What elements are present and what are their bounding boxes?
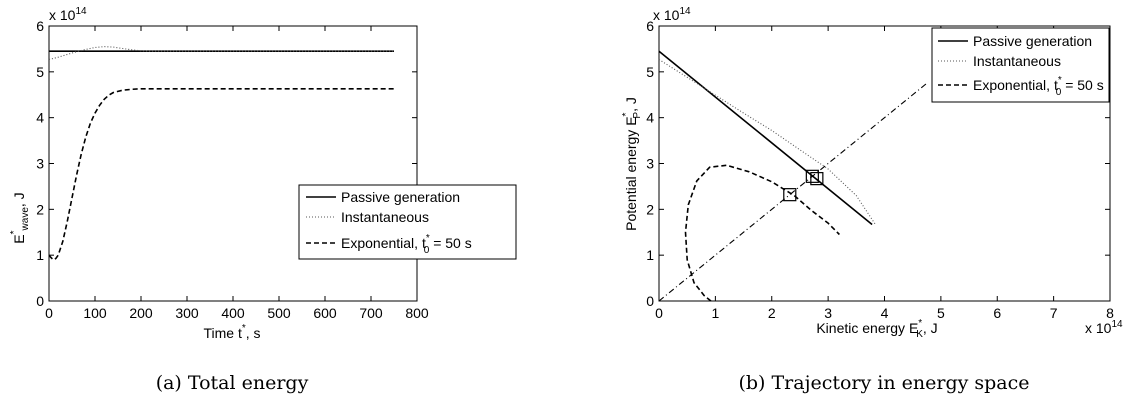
x-tick-label: 100 bbox=[83, 305, 107, 321]
x-tick-label: 6 bbox=[993, 305, 1001, 321]
y-tick-label: 4 bbox=[36, 110, 44, 126]
x-tick-label: 600 bbox=[313, 305, 337, 321]
y-tick-label: 6 bbox=[646, 18, 654, 34]
y-tick-label: 1 bbox=[36, 247, 44, 263]
y-axis-multiplier: x 1014 bbox=[49, 6, 87, 23]
legend-label-exponential: Exponential, t* 0 = 50 s bbox=[973, 75, 1104, 98]
plot-area bbox=[48, 25, 418, 302]
legend: Passive generation Instantaneous Exponen… bbox=[931, 27, 1110, 103]
x-tick-label: 0 bbox=[655, 305, 663, 321]
x-tick-label: 1 bbox=[711, 305, 719, 321]
y-tick-label: 2 bbox=[646, 201, 654, 217]
x-tick-label: 0 bbox=[45, 305, 53, 321]
x-tick-label: 5 bbox=[937, 305, 945, 321]
y-tick-label: 3 bbox=[646, 156, 654, 172]
x-tick-label: 800 bbox=[405, 305, 429, 321]
caption-b: (b) Trajectory in energy space bbox=[738, 372, 1029, 394]
caption-a: (a) Total energy bbox=[156, 372, 309, 394]
y-tick-label: 0 bbox=[36, 293, 44, 309]
energy-space-chart: 0 1 2 3 4 5 6 0 1 2 3 4 5 6 7 8 x 1014 x 1014 Kinetic … bbox=[621, 6, 1123, 394]
legend-label-passive: Passive generation bbox=[973, 33, 1092, 49]
legend-label-exponential: Exponential, t* 0 = 50 s bbox=[341, 233, 472, 256]
x-axis-multiplier: x 1014 bbox=[1085, 319, 1123, 336]
x-tick-label: 2 bbox=[768, 305, 776, 321]
y-axis-label: E*wave, J bbox=[9, 192, 31, 243]
total-energy-chart: 0 1 2 3 4 5 6 0 100 200 300 400 500 600 700 800 x 1014… bbox=[9, 6, 517, 394]
y-tick-label: 2 bbox=[36, 201, 44, 217]
series-line-solid bbox=[658, 50, 873, 226]
y-tick-label: 4 bbox=[646, 110, 654, 126]
marker-square bbox=[783, 188, 797, 202]
x-tick-label: 700 bbox=[359, 305, 383, 321]
x-tick-label: 7 bbox=[1050, 305, 1058, 321]
y-tick-label: 6 bbox=[36, 18, 44, 34]
x-tick-label: 8 bbox=[1106, 305, 1114, 321]
y-axis-multiplier: x 1014 bbox=[653, 6, 691, 23]
legend: Passive generation Instantaneous Exponen… bbox=[298, 184, 517, 260]
series-line-dashed bbox=[48, 88, 394, 261]
x-tick-label: 300 bbox=[175, 305, 199, 321]
y-tick-label: 1 bbox=[646, 247, 654, 263]
x-axis-label: Time t*, s bbox=[203, 323, 260, 341]
legend-label-instantaneous: Instantaneous bbox=[341, 209, 429, 225]
x-axis-label: Kinetic energy E* K, J bbox=[816, 318, 937, 340]
x-tick-label: 3 bbox=[824, 305, 832, 321]
legend-label-passive: Passive generation bbox=[341, 189, 460, 205]
x-tick-label: 200 bbox=[129, 305, 153, 321]
data-series bbox=[658, 50, 928, 302]
legend-label-instantaneous: Instantaneous bbox=[973, 53, 1061, 69]
series-line-dashdot bbox=[658, 82, 928, 302]
y-tick-label: 5 bbox=[36, 64, 44, 80]
marker-square bbox=[810, 172, 824, 186]
x-tick-label: 500 bbox=[267, 305, 291, 321]
y-axis-ticks: 0 1 2 3 4 5 6 bbox=[646, 18, 1110, 309]
markers bbox=[783, 169, 824, 202]
data-series bbox=[48, 46, 394, 261]
y-axis-label: Potential energy E*P, J bbox=[621, 97, 643, 231]
y-tick-label: 0 bbox=[646, 293, 654, 309]
x-tick-label: 4 bbox=[881, 305, 889, 321]
x-tick-label: 400 bbox=[221, 305, 245, 321]
y-tick-label: 3 bbox=[36, 156, 44, 172]
y-tick-label: 5 bbox=[646, 64, 654, 80]
y-axis-ticks: 0 1 2 3 4 5 6 bbox=[36, 18, 417, 309]
x-axis-ticks: 0 100 200 300 400 500 600 700 800 bbox=[45, 26, 429, 321]
marker-square bbox=[805, 169, 819, 183]
